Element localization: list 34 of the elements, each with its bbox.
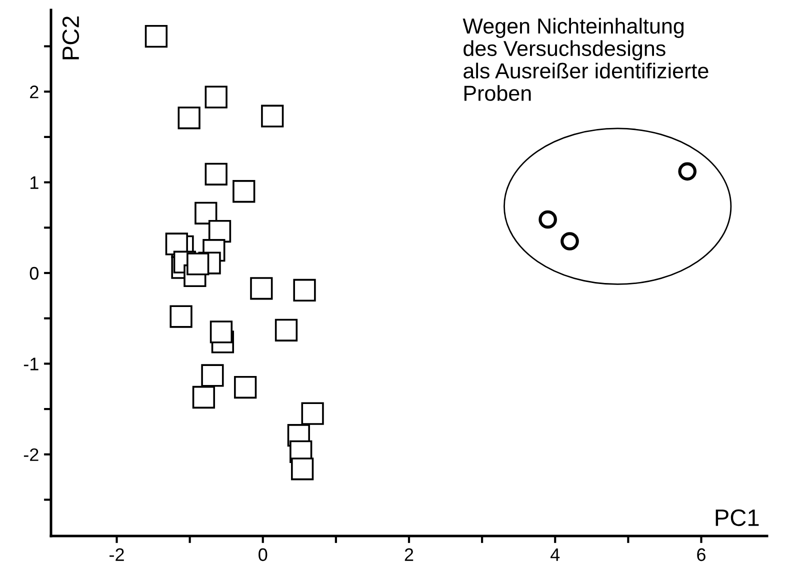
point	[201, 364, 224, 387]
point	[560, 232, 579, 250]
point	[178, 106, 200, 130]
point	[194, 202, 218, 224]
y-tick-label: 1	[30, 176, 38, 189]
x-tick-label: 2	[404, 548, 414, 561]
point	[210, 320, 233, 344]
x-axis-title: PC1	[716, 509, 759, 526]
point	[261, 104, 284, 128]
y-axis-title: PC2	[62, 16, 80, 60]
point	[301, 402, 324, 425]
point	[192, 386, 216, 409]
point	[293, 278, 316, 302]
point	[250, 277, 273, 300]
point	[234, 376, 257, 399]
point	[204, 86, 228, 108]
y-tick-label: 0	[30, 266, 38, 280]
x-tick-label: -2	[110, 548, 124, 561]
point	[291, 458, 314, 480]
x-tick-label: 0	[258, 548, 268, 562]
point	[232, 180, 256, 203]
annotation: Wegen Nichteinhaltung des Versuchsdesigns als Ausreißer identifizierte Proben	[462, 18, 708, 101]
x-tick-label: 4	[550, 548, 560, 561]
point	[144, 24, 168, 48]
point	[538, 210, 557, 229]
y-tick-label: 2	[30, 86, 38, 98]
point	[186, 252, 210, 276]
x-tick-label: 6	[697, 548, 706, 562]
point	[170, 305, 192, 328]
point	[678, 162, 697, 181]
y-tick-label: -1	[24, 358, 38, 370]
y-tick-label: -2	[24, 448, 38, 461]
point	[274, 318, 298, 342]
point	[204, 162, 228, 186]
